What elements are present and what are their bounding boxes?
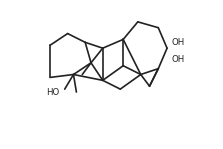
- Text: HO: HO: [46, 88, 60, 97]
- Text: OH: OH: [171, 38, 185, 47]
- Text: OH: OH: [171, 55, 185, 64]
